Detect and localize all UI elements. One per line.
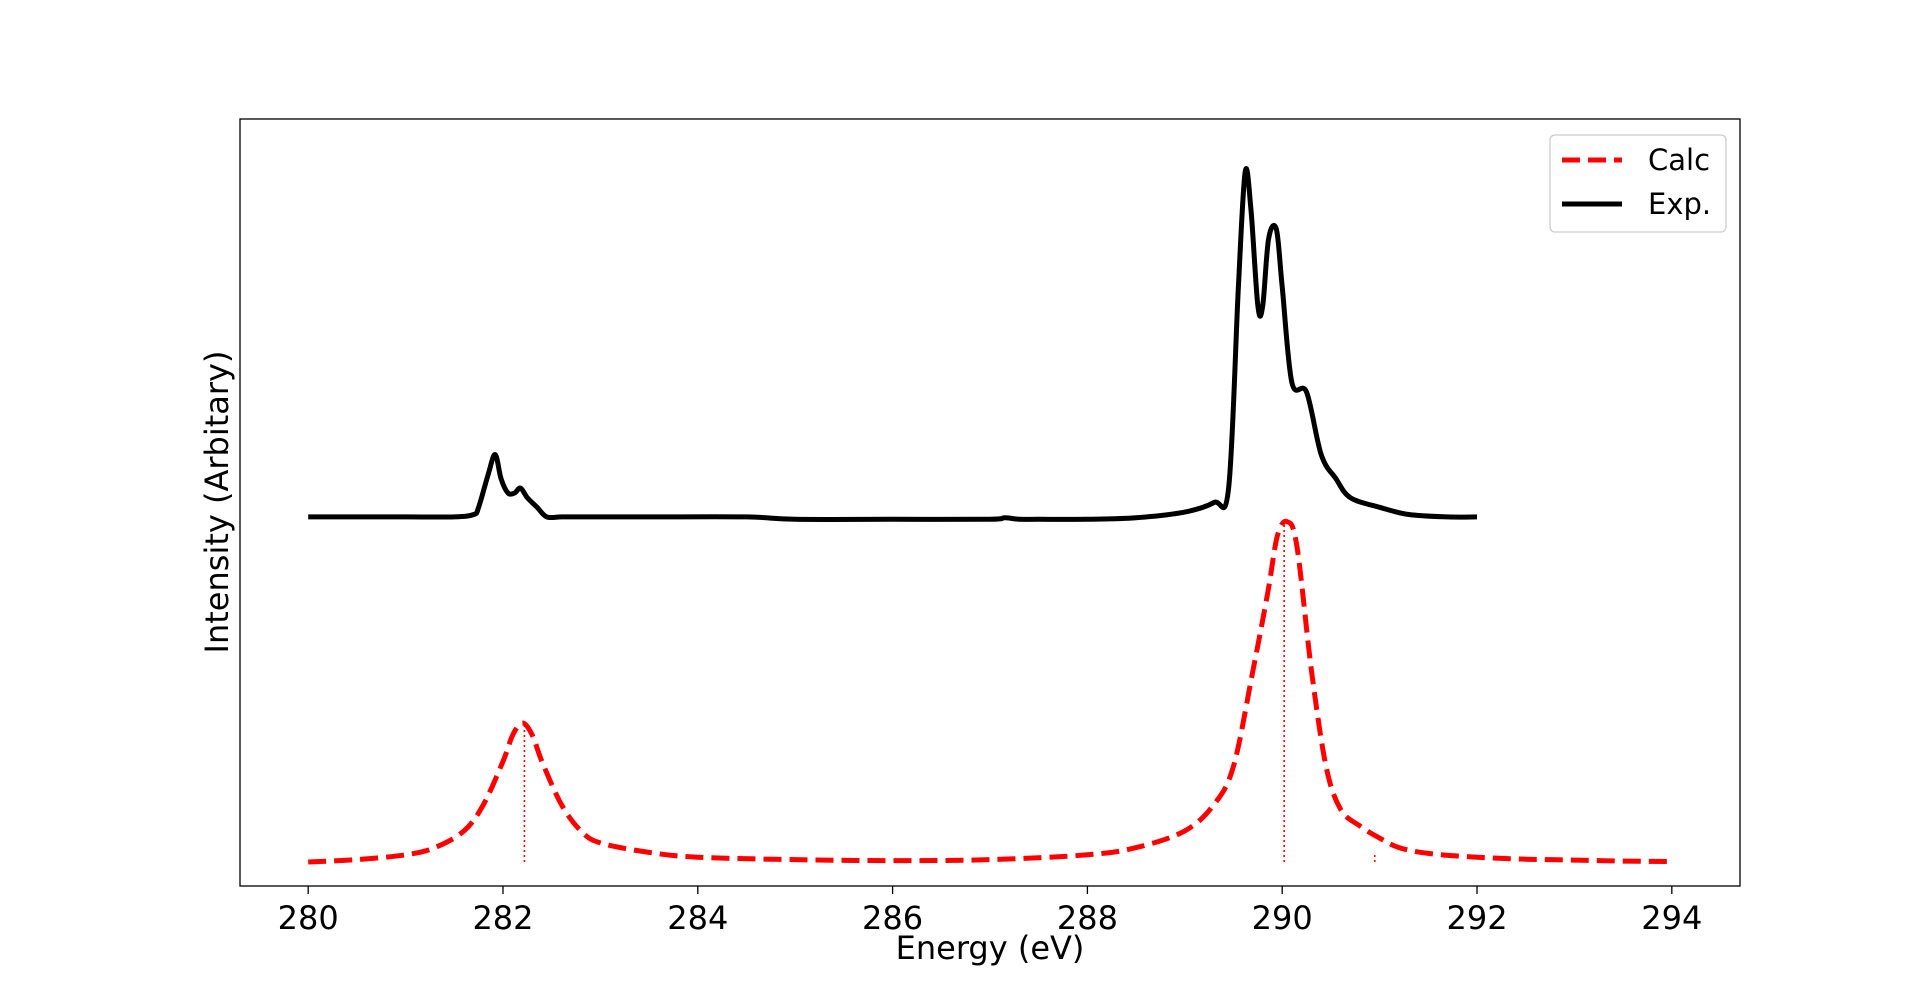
y-axis-label: Intensity (Arbitary): [198, 351, 236, 654]
series-lines: [308, 166, 1672, 865]
legend-label-exp: Exp.: [1648, 187, 1711, 221]
x-axis-label: Energy (eV): [896, 929, 1085, 967]
x-tick-label: 284: [667, 899, 728, 937]
series-line-exp: [308, 166, 1478, 522]
legend: Calc Exp.: [1549, 134, 1727, 233]
x-tick-label: 290: [1252, 899, 1313, 937]
stick-lines: [523, 521, 1376, 863]
legend-label-calc: Calc: [1648, 143, 1710, 177]
x-tick-label: 292: [1446, 899, 1507, 937]
x-tick-label: 286: [862, 899, 923, 937]
x-tick-label: 280: [278, 899, 339, 937]
x-tick-label: 282: [472, 899, 533, 937]
plot-background: [240, 119, 1740, 886]
x-tick-label: 288: [1057, 899, 1118, 937]
plot-frame: [239, 118, 1741, 887]
x-axis-ticks: 280 282 284 286 288 290 292 294: [278, 886, 1702, 937]
series-line-calc: [308, 518, 1672, 865]
x-tick-label: 294: [1641, 899, 1702, 937]
